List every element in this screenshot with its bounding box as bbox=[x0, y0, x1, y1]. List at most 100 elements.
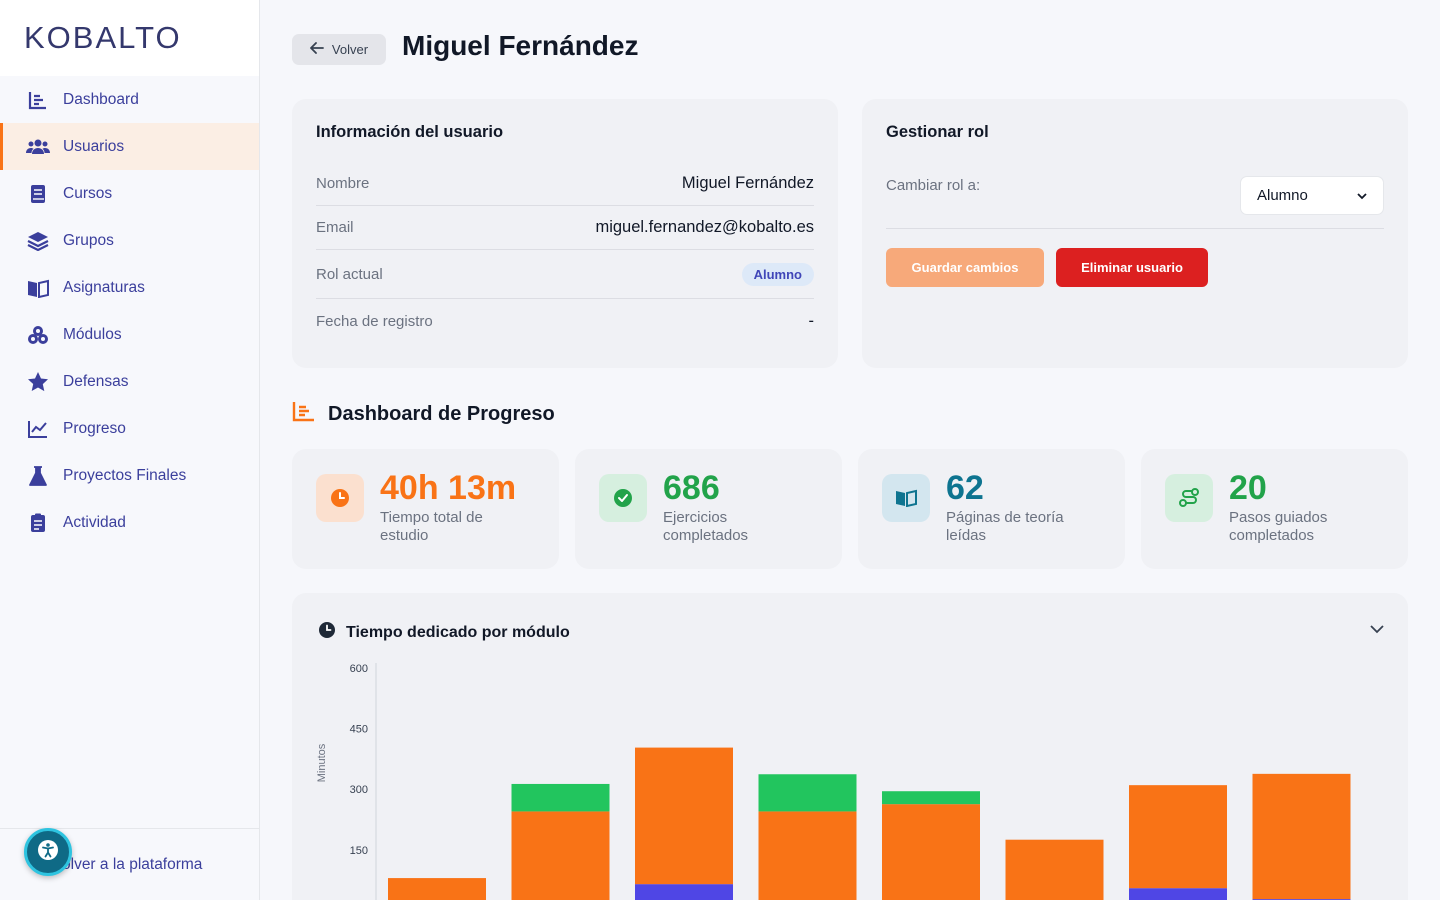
sidebar-item-usuarios[interactable]: Usuarios bbox=[0, 123, 259, 170]
module-time-chart-card: Tiempo dedicado por módulo Minutos 150 30… bbox=[292, 593, 1408, 900]
stat-value: 686 bbox=[663, 469, 720, 507]
route-icon bbox=[1165, 474, 1213, 522]
info-row-nombre: Nombre Miguel Fernández bbox=[316, 162, 814, 206]
role-select-value: Alumno bbox=[1257, 187, 1308, 204]
accessibility-button[interactable] bbox=[24, 828, 72, 876]
open-book-icon bbox=[26, 276, 50, 300]
role-change-row: Cambiar rol a: Alumno bbox=[886, 173, 1384, 229]
y-tick-label: 150 bbox=[350, 845, 368, 857]
change-role-label: Cambiar rol a: bbox=[886, 177, 981, 194]
clock-icon bbox=[316, 474, 364, 522]
back-button[interactable]: Volver bbox=[292, 34, 386, 65]
y-tick-label: 300 bbox=[350, 784, 368, 796]
chart-title-text: Tiempo dedicado por módulo bbox=[346, 623, 570, 641]
sidebar-item-asignaturas[interactable]: Asignaturas bbox=[0, 264, 259, 311]
info-label: Rol actual bbox=[316, 265, 383, 283]
cubes-icon bbox=[26, 323, 50, 347]
sidebar-item-actividad[interactable]: Actividad bbox=[0, 499, 259, 546]
stat-value: 62 bbox=[946, 469, 984, 507]
sidebar-item-label: Cursos bbox=[63, 184, 113, 202]
sidebar-item-modulos[interactable]: Módulos bbox=[0, 311, 259, 358]
book-icon bbox=[26, 182, 50, 206]
info-label: Fecha de registro bbox=[316, 312, 433, 330]
book-open-icon bbox=[882, 474, 930, 522]
sidebar-item-label: Dashboard bbox=[63, 90, 139, 108]
sidebar-nav: Dashboard Usuarios Cursos Grupos Asignat… bbox=[0, 76, 259, 546]
bar-segment[interactable] bbox=[758, 774, 857, 812]
sidebar-item-grupos[interactable]: Grupos bbox=[0, 217, 259, 264]
sidebar-item-dashboard[interactable]: Dashboard bbox=[0, 76, 259, 123]
chevron-down-icon bbox=[1357, 187, 1367, 204]
sidebar-item-label: Progreso bbox=[63, 419, 126, 437]
info-row-fecha: Fecha de registro - bbox=[316, 299, 814, 343]
back-to-platform-link[interactable]: olver a la plataforma bbox=[0, 828, 259, 900]
chevron-down-icon bbox=[1370, 621, 1384, 638]
sidebar-item-progreso[interactable]: Progreso bbox=[0, 405, 259, 452]
back-to-platform-label: olver a la plataforma bbox=[62, 855, 203, 873]
bar-segment[interactable] bbox=[1129, 785, 1227, 889]
y-axis-ticks: 150 300 450 600 bbox=[350, 663, 368, 857]
bar-segment[interactable] bbox=[635, 747, 733, 885]
sidebar-item-label: Grupos bbox=[63, 231, 114, 249]
manage-role-card: Gestionar rol Cambiar rol a: Alumno Guar… bbox=[862, 99, 1408, 368]
bar-segment[interactable] bbox=[1005, 839, 1104, 900]
sidebar-item-label: Asignaturas bbox=[63, 278, 145, 296]
info-value-fecha: - bbox=[808, 311, 815, 330]
check-circle-icon bbox=[599, 474, 647, 522]
y-tick-label: 600 bbox=[350, 663, 368, 675]
dashboard-icon bbox=[292, 400, 316, 428]
role-badge: Alumno bbox=[741, 262, 814, 286]
bar-segment[interactable] bbox=[758, 811, 857, 900]
info-value-nombre: Miguel Fernández bbox=[681, 174, 814, 192]
bar-segment[interactable] bbox=[635, 884, 733, 900]
arrow-left-icon bbox=[310, 42, 324, 57]
stat-card-guided-steps: 20 Pasos guiados completados bbox=[1141, 449, 1408, 569]
bar-segment[interactable] bbox=[511, 783, 610, 812]
stat-card-study-time: 40h 13m Tiempo total de estudio bbox=[292, 449, 559, 569]
sidebar-item-proyectos-finales[interactable]: Proyectos Finales bbox=[0, 452, 259, 499]
bar-segment[interactable] bbox=[1252, 773, 1351, 900]
stat-value: 40h 13m bbox=[380, 469, 517, 507]
stat-card-exercises: 686 Ejercicios completados bbox=[575, 449, 842, 569]
logo-area: KOBALTO bbox=[0, 0, 259, 76]
stat-label: Ejercicios completados bbox=[663, 509, 749, 544]
kobalto-logo[interactable]: KOBALTO bbox=[24, 20, 182, 55]
info-row-email: Email miguel.fernandez@kobalto.es bbox=[316, 206, 814, 250]
progress-section-title: Dashboard de Progreso bbox=[292, 400, 555, 428]
stacked-bar-chart: Minutos 150 300 450 600 bbox=[316, 663, 1351, 900]
y-axis-label: Minutos bbox=[316, 743, 328, 782]
bar-segment[interactable] bbox=[511, 811, 610, 900]
chart-title: Tiempo dedicado por módulo bbox=[318, 621, 570, 644]
stat-label: Pasos guiados completados bbox=[1229, 509, 1328, 544]
chart-bars bbox=[388, 747, 1351, 900]
delete-user-button[interactable]: Eliminar usuario bbox=[1056, 248, 1208, 287]
role-select[interactable]: Alumno bbox=[1240, 176, 1384, 215]
info-value-email: miguel.fernandez@kobalto.es bbox=[595, 218, 814, 236]
flask-icon bbox=[26, 464, 50, 488]
stat-label: Tiempo total de estudio bbox=[380, 509, 483, 544]
bar-segment[interactable] bbox=[882, 804, 980, 900]
bar-segment[interactable] bbox=[388, 878, 486, 900]
back-button-label: Volver bbox=[331, 42, 369, 57]
bar-segment[interactable] bbox=[882, 791, 980, 805]
star-icon bbox=[26, 370, 50, 394]
accessibility-icon bbox=[37, 839, 59, 866]
user-info-title: Información del usuario bbox=[316, 123, 504, 141]
stat-card-theory-pages: 62 Páginas de teoría leídas bbox=[858, 449, 1125, 569]
sidebar-item-label: Proyectos Finales bbox=[63, 466, 187, 484]
layers-icon bbox=[26, 229, 50, 253]
info-row-rol: Rol actual Alumno bbox=[316, 250, 814, 299]
stat-label: Páginas de teoría leídas bbox=[946, 509, 1064, 544]
collapse-chart-button[interactable] bbox=[1370, 621, 1384, 639]
y-tick-label: 450 bbox=[350, 724, 368, 736]
sidebar-item-cursos[interactable]: Cursos bbox=[0, 170, 259, 217]
progress-title-text: Dashboard de Progreso bbox=[328, 402, 555, 425]
save-changes-button[interactable]: Guardar cambios bbox=[886, 248, 1044, 287]
sidebar-item-label: Usuarios bbox=[63, 137, 125, 155]
page-title: Miguel Fernández bbox=[402, 30, 639, 61]
sidebar-item-defensas[interactable]: Defensas bbox=[0, 358, 259, 405]
bar-segment[interactable] bbox=[1129, 888, 1227, 900]
info-label: Email bbox=[316, 219, 354, 236]
line-chart-icon bbox=[26, 417, 50, 441]
clock-icon bbox=[318, 621, 336, 644]
